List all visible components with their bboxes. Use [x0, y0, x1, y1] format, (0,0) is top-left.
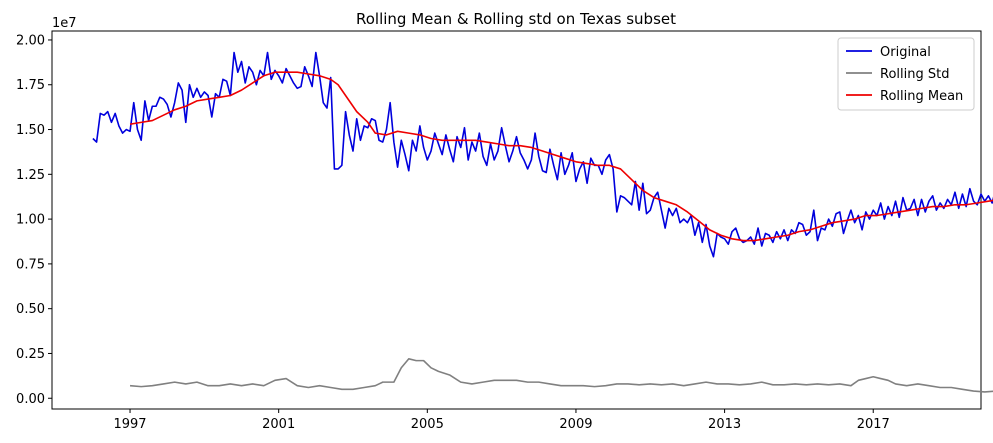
y-tick-label: 1.50 [16, 123, 45, 138]
x-tick-label: 2005 [411, 417, 444, 432]
legend-label-original: Original [880, 45, 931, 60]
y-tick-label: 0.50 [16, 302, 45, 317]
legend: Original Rolling Std Rolling Mean [837, 37, 975, 111]
series-original-line [92, 51, 993, 258]
y-tick-label: 1.00 [16, 213, 45, 228]
y-axis-ticks: 0.00 0.25 0.50 0.75 1.00 1.25 1.50 1.75 2.00 [16, 33, 52, 407]
y-tick-label: 0.25 [16, 347, 45, 362]
series-layer [92, 51, 993, 393]
chart-title: Rolling Mean & Rolling std on Texas subs… [356, 10, 676, 28]
legend-label-rolling-mean: Rolling Mean [880, 89, 963, 104]
y-offset-text: 1e7 [52, 16, 77, 31]
legend-label-rolling-std: Rolling Std [880, 67, 949, 82]
x-tick-label: 2017 [857, 417, 890, 432]
x-axis-ticks: 1997 2001 2005 2009 2013 2017 [113, 409, 890, 432]
y-tick-label: 0.00 [16, 392, 45, 407]
y-tick-label: 1.25 [16, 168, 45, 183]
series-rolling-mean-line [129, 71, 993, 242]
plot-area [51, 30, 982, 410]
x-tick-label: 2001 [262, 417, 295, 432]
y-tick-label: 2.00 [16, 33, 45, 48]
series-rolling-std-line [129, 358, 993, 393]
y-tick-label: 1.75 [16, 78, 45, 93]
x-tick-label: 2009 [559, 417, 592, 432]
y-tick-label: 0.75 [16, 257, 45, 272]
x-tick-label: 2013 [708, 417, 741, 432]
x-tick-label: 1997 [113, 417, 146, 432]
legend-box [837, 37, 975, 111]
